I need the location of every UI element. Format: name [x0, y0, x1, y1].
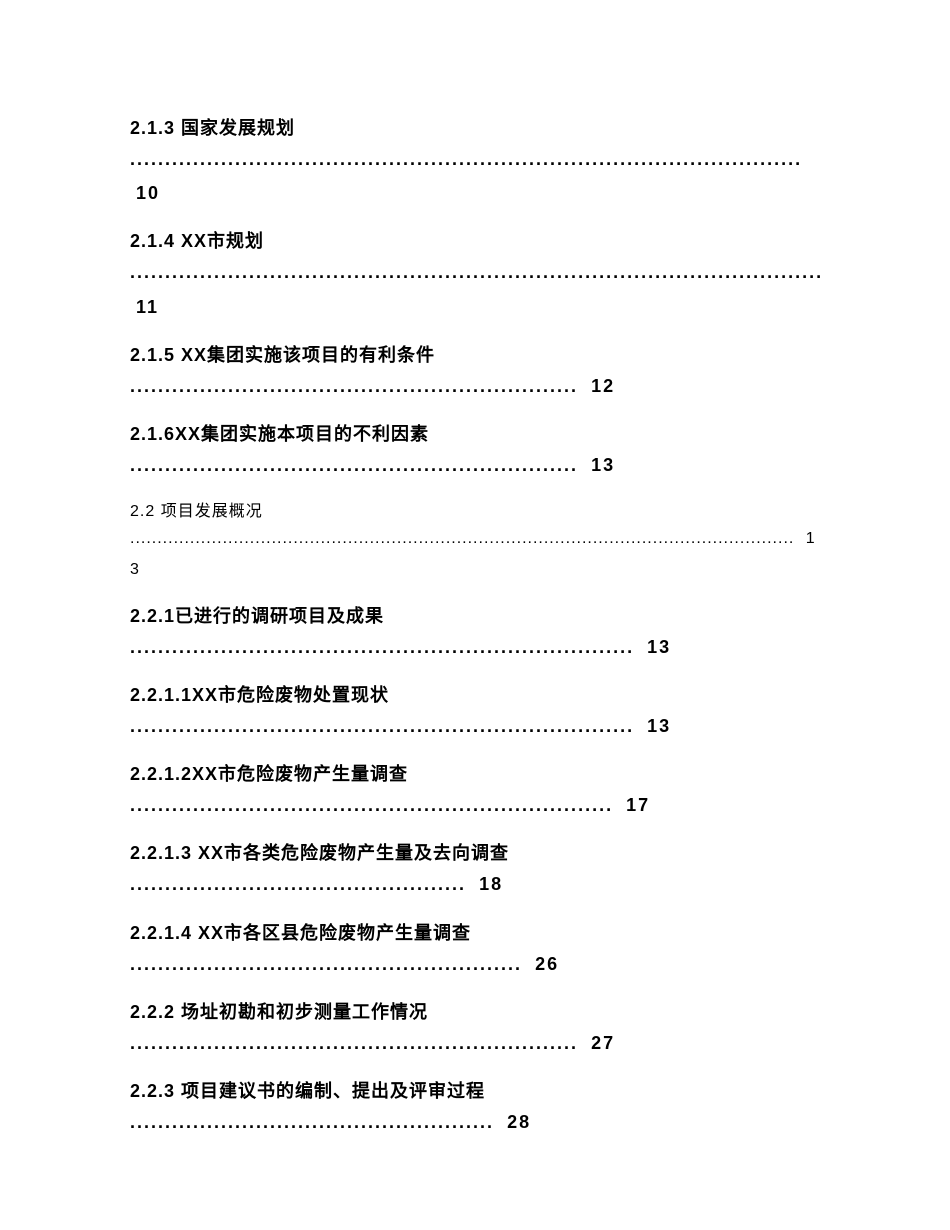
toc-title: 2.2.1.1XX市危险废物处置现状 [130, 682, 820, 709]
toc-entry: 2.1.4 XX市规划 ............................… [130, 228, 820, 323]
leader-dots: ........................................… [130, 262, 820, 282]
toc-entry: 2.1.6XX集团实施本项目的不利因素 ....................… [130, 421, 820, 482]
leader-dots: ........................................… [130, 149, 802, 169]
toc-title: 2.2.1.2XX市危险废物产生量调查 [130, 761, 820, 788]
toc-leader-line: ........................................… [130, 142, 820, 210]
leader-dots: ........................................… [130, 795, 620, 815]
toc-title: 2.2.3 项目建议书的编制、提出及评审过程 [130, 1078, 820, 1105]
page-number: 18 [479, 874, 503, 894]
toc-title: 2.2 项目发展概况 [130, 500, 820, 524]
toc-leader-line: ........................................… [130, 788, 820, 822]
toc-title: 2.2.1.4 XX市各区县危险废物产生量调查 [130, 920, 820, 947]
leader-dots: ........................................… [130, 874, 473, 894]
toc-title: 2.1.3 国家发展规划 [130, 115, 820, 142]
toc-leader-line: ........................................… [130, 448, 820, 482]
toc-leader-line: ........................................… [130, 630, 820, 664]
toc-entry: 2.2 项目发展概况 .............................… [130, 500, 820, 585]
table-of-contents: 2.1.3 国家发展规划 ...........................… [130, 115, 820, 1139]
page-number: 11 [136, 297, 159, 317]
toc-leader-line: ........................................… [130, 1105, 820, 1139]
toc-leader-line: ........................................… [130, 255, 820, 323]
toc-entry: 2.2.1已进行的调研项目及成果 .......................… [130, 603, 820, 664]
page-number: 28 [507, 1112, 531, 1132]
leader-dots: ........................................… [130, 954, 529, 974]
toc-entry: 2.2.1.3 XX市各类危险废物产生量及去向调查 ..............… [130, 840, 820, 901]
leader-dots: ........................................… [130, 530, 800, 547]
toc-entry: 2.2.1.1XX市危险废物处置现状 .....................… [130, 682, 820, 743]
page-number: 12 [591, 376, 615, 396]
toc-entry: 2.1.5 XX集团实施该项目的有利条件 ...................… [130, 342, 820, 403]
page-number: 13 [647, 716, 671, 736]
page-number: 10 [136, 183, 160, 203]
page-number: 13 [647, 637, 671, 657]
toc-title: 2.1.5 XX集团实施该项目的有利条件 [130, 342, 820, 369]
page-number: 13 [591, 455, 615, 475]
toc-title: 2.1.4 XX市规划 [130, 228, 820, 255]
toc-entry: 2.2.1.4 XX市各区县危险废物产生量调查 ................… [130, 920, 820, 981]
page-number: 27 [591, 1033, 615, 1053]
leader-dots: ........................................… [130, 716, 641, 736]
leader-dots: ........................................… [130, 376, 585, 396]
toc-entry: 2.2.3 项目建议书的编制、提出及评审过程 .................… [130, 1078, 820, 1139]
toc-title: 2.2.1.3 XX市各类危险废物产生量及去向调查 [130, 840, 820, 867]
toc-title: 2.2.1已进行的调研项目及成果 [130, 603, 820, 630]
toc-leader-line: ........................................… [130, 1026, 820, 1060]
leader-dots: ........................................… [130, 455, 585, 475]
leader-dots: ........................................… [130, 1112, 501, 1132]
toc-title: 2.2.2 场址初勘和初步测量工作情况 [130, 999, 820, 1026]
toc-leader-line: ........................................… [130, 947, 820, 981]
leader-dots: ........................................… [130, 1033, 585, 1053]
toc-entry: 2.2.1.2XX市危险废物产生量调查 ....................… [130, 761, 820, 822]
toc-leader-line: ........................................… [130, 524, 820, 585]
toc-leader-line: ........................................… [130, 867, 820, 901]
toc-entry: 2.2.2 场址初勘和初步测量工作情况 ....................… [130, 999, 820, 1060]
page-number: 17 [626, 795, 650, 815]
toc-leader-line: ........................................… [130, 709, 820, 743]
toc-leader-line: ........................................… [130, 369, 820, 403]
page-number: 26 [535, 954, 559, 974]
toc-title: 2.1.6XX集团实施本项目的不利因素 [130, 421, 820, 448]
leader-dots: ........................................… [130, 637, 641, 657]
toc-entry: 2.1.3 国家发展规划 ...........................… [130, 115, 820, 210]
